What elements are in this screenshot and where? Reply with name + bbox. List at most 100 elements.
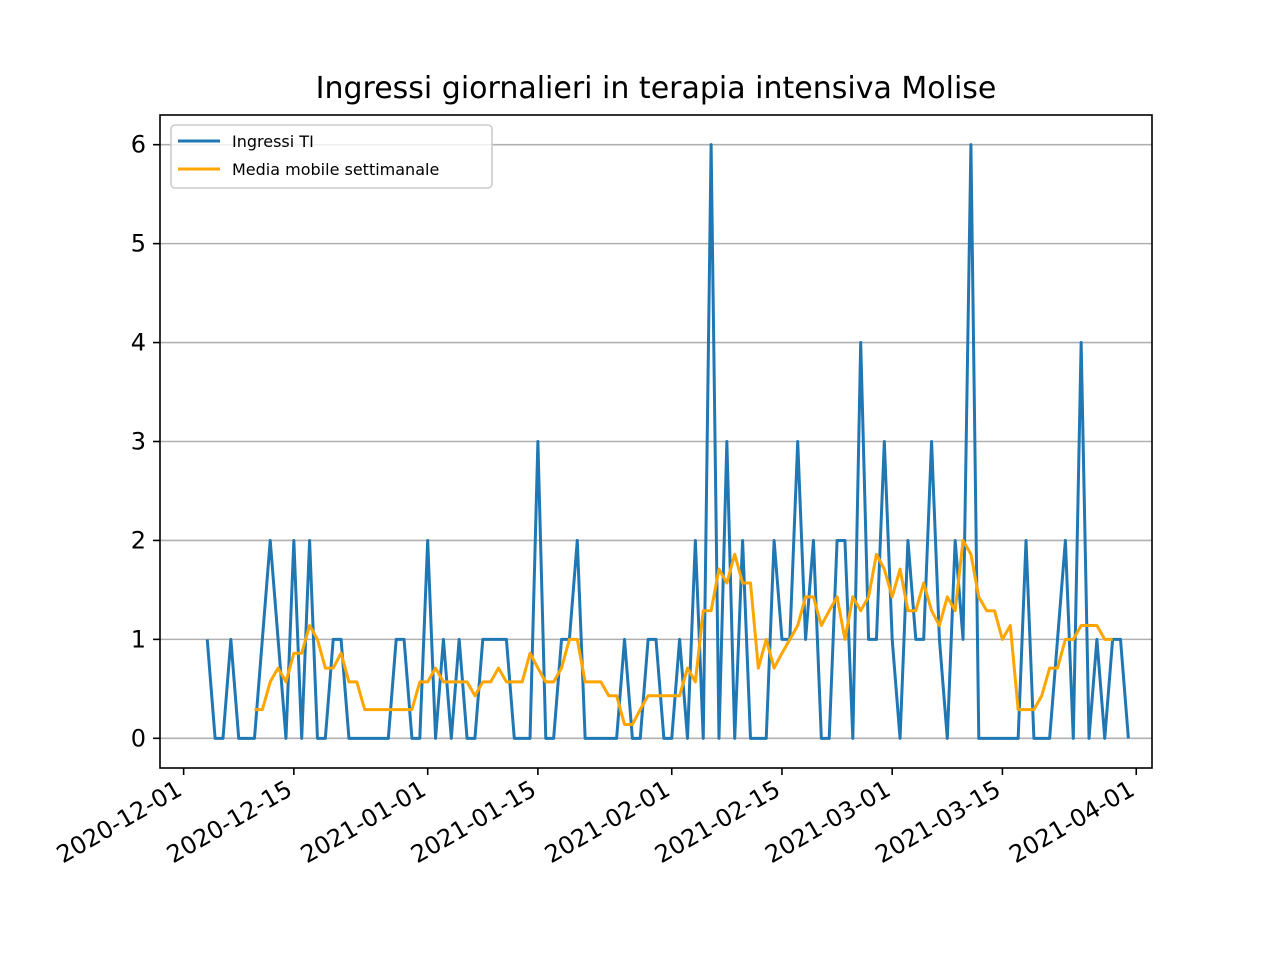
data-point [222,737,224,739]
data-point [1025,539,1027,541]
data-point [1104,737,1106,739]
data-point [710,610,712,612]
data-point [749,582,751,584]
data-point [364,737,366,739]
data-point [608,695,610,697]
data-point [592,737,594,739]
data-point [1080,625,1082,627]
data-point [639,737,641,739]
data-point [356,681,358,683]
data-point [379,737,381,739]
data-point [537,667,539,669]
data-point [875,553,877,555]
data-point [986,610,988,612]
data-point [1057,638,1059,640]
data-point [513,737,515,739]
data-point [686,737,688,739]
data-point [419,681,421,683]
data-point [1112,638,1114,640]
data-point [498,638,500,640]
data-point [348,737,350,739]
legend: Ingressi TI Media mobile settimanale [170,124,493,189]
data-point [718,737,720,739]
data-point [781,652,783,654]
data-point [505,681,507,683]
data-point [742,539,744,541]
data-point [868,638,870,640]
data-point [600,681,602,683]
data-point [238,737,240,739]
data-point [1064,539,1066,541]
data-point [789,638,791,640]
data-point [765,638,767,640]
data-point [395,709,397,711]
y-tick-label: 3 [131,428,146,456]
data-point [891,596,893,598]
data-point [836,539,838,541]
data-point [332,638,334,640]
data-point [702,737,704,739]
series-layer [205,143,1130,740]
data-point [1064,638,1066,640]
data-point [797,441,799,443]
data-point [828,610,830,612]
data-point [860,342,862,344]
data-point [860,610,862,612]
data-point [891,638,893,640]
data-point [938,625,940,627]
data-point [679,638,681,640]
data-point [1041,737,1043,739]
chart-title: Ingressi giornalieri in terapia intensiv… [316,71,997,106]
data-point [773,539,775,541]
data-point [1033,709,1035,711]
data-point [797,625,799,627]
data-point [553,737,555,739]
data-point [261,709,263,711]
data-point [1041,695,1043,697]
data-point [450,737,452,739]
data-point [694,681,696,683]
data-point [812,596,814,598]
data-point [458,638,460,640]
data-point [608,737,610,739]
data-point [686,667,688,669]
data-point [679,695,681,697]
data-point [269,681,271,683]
data-point [529,652,531,654]
data-point [600,737,602,739]
data-point [285,737,287,739]
data-point [844,638,846,640]
data-point [490,638,492,640]
data-point [498,667,500,669]
y-tick-label: 2 [131,526,146,554]
data-point [931,610,933,612]
data-point [1088,737,1090,739]
data-point [419,737,421,739]
data-point [309,539,311,541]
data-point [726,582,728,584]
data-point [734,737,736,739]
data-point [1017,709,1019,711]
data-point [450,681,452,683]
data-point [671,737,673,739]
data-point [277,638,279,640]
data-point [261,638,263,640]
data-point [301,737,303,739]
data-point [1127,737,1129,739]
data-point [671,695,673,697]
data-point [576,638,578,640]
data-point [1057,667,1059,669]
data-point [946,596,948,598]
legend-label-media-mobile: Media mobile settimanale [232,160,439,179]
data-point [624,638,626,640]
data-point [994,737,996,739]
data-point [505,638,507,640]
data-point [592,681,594,683]
data-point [742,582,744,584]
data-point [616,737,618,739]
data-point [1001,638,1003,640]
data-point [309,625,311,627]
data-point [962,638,964,640]
data-point [749,737,751,739]
